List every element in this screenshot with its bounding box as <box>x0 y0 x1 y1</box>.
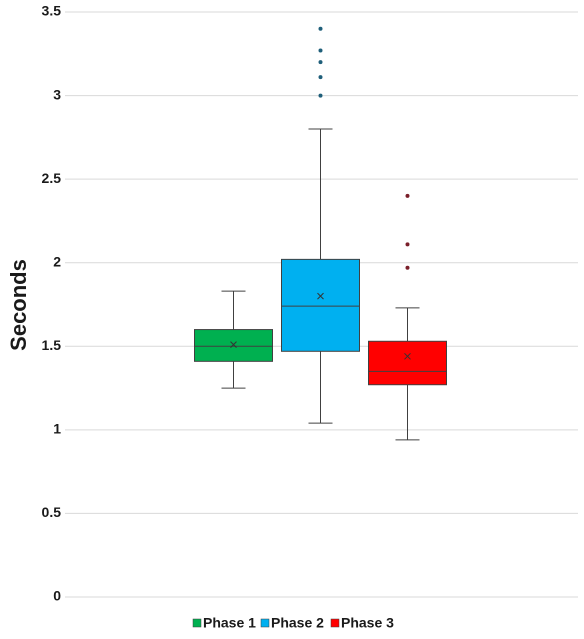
mean-marker <box>317 292 324 300</box>
y-tick-label: 1 <box>53 421 61 437</box>
y-tick-label: 0 <box>53 588 61 604</box>
box <box>281 258 360 352</box>
y-tick-label: 3 <box>53 86 61 102</box>
y-axis-label: Seconds <box>6 259 31 351</box>
legend-label: Phase 2 <box>271 615 324 631</box>
outlier <box>318 75 323 80</box>
outlier <box>405 193 410 198</box>
outlier <box>405 265 410 270</box>
legend-swatch <box>260 618 270 628</box>
box <box>368 340 447 386</box>
outlier <box>318 93 323 98</box>
outlier <box>318 26 323 31</box>
y-tick-label: 2.5 <box>42 170 62 186</box>
legend-label: Phase 3 <box>341 615 394 631</box>
mean-marker <box>230 341 237 348</box>
outlier <box>318 48 323 53</box>
legend-label: Phase 1 <box>203 615 256 631</box>
y-tick-label: 1.5 <box>42 337 62 353</box>
mean-marker <box>404 352 411 360</box>
box <box>194 329 273 362</box>
y-tick-label: 3.5 <box>42 3 62 19</box>
legend-swatch <box>330 618 340 628</box>
legend-swatch <box>192 618 202 628</box>
y-tick-label: 0.5 <box>42 504 62 520</box>
outlier <box>405 242 410 247</box>
outlier <box>318 60 323 65</box>
y-tick-label: 2 <box>53 253 61 269</box>
